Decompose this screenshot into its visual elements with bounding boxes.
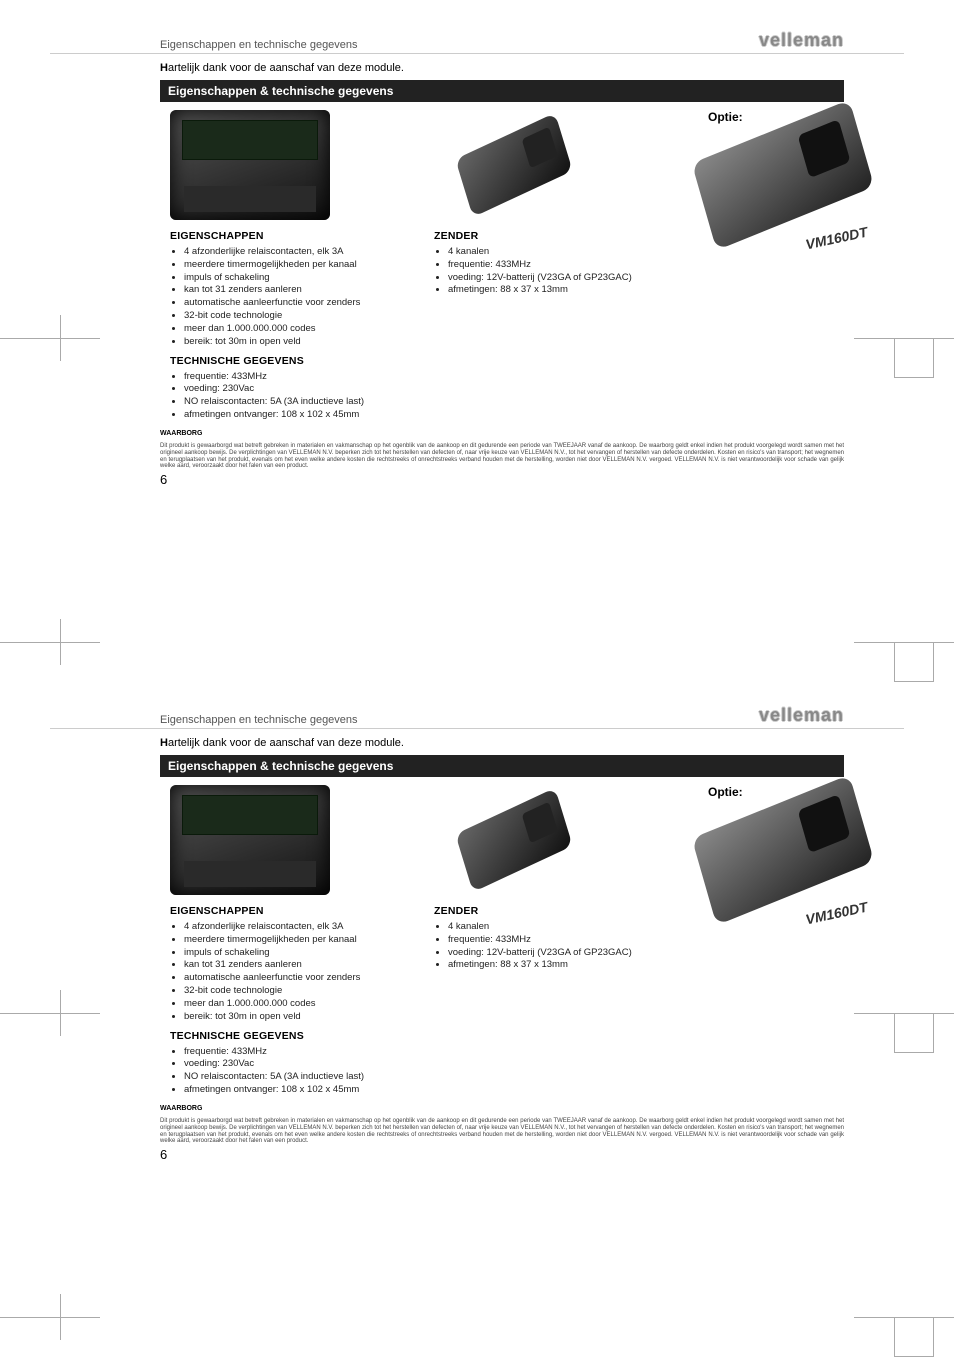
transmitter-image [434,785,594,895]
crop-mark-left [0,315,100,361]
spec-item: afmetingen: 88 x 37 x 13mm [448,284,654,297]
page-header: Eigenschappen en technische gegevens vel… [50,30,904,54]
section-title-bar: Eigenschappen & technische gegevens [160,80,844,102]
spec-item: automatische aanleerfunctie voor zenders [184,297,410,310]
receiver-image [170,110,330,220]
page: Eigenschappen en technische gegevens vel… [0,675,954,1350]
crop-mark-bottom-left [0,1294,100,1340]
spec-item: impuls of schakeling [184,272,410,285]
spec-item: voeding: 12V-batterij (V23GA of GP23GAC) [448,947,654,960]
transmitter-heading: ZENDER [434,905,654,917]
spec-item: afmetingen ontvanger: 108 x 102 x 45mm [184,1084,410,1097]
receiver-tech-heading: TECHNISCHE GEGEVENS [170,355,410,367]
option-label: Optie: [708,110,743,124]
receiver-tech-list: frequentie: 433MHz voeding: 230Vac NO re… [170,371,410,422]
column-option: Optie: VM160DT [678,110,844,428]
receiver-tech-list: frequentie: 433MHz voeding: 230Vac NO re… [170,1046,410,1097]
spec-item: 4 kanalen [448,246,654,259]
spec-item: meerdere timermogelijkheden per kanaal [184,934,410,947]
column-option: Optie: VM160DT [678,785,844,1103]
receiver-tech-heading: TECHNISCHE GEGEVENS [170,1030,410,1042]
brand-logo: velleman [759,30,844,51]
spec-item: meer dan 1.000.000.000 codes [184,998,410,1011]
page-header: Eigenschappen en technische gegevens vel… [50,705,904,729]
transmitter-image [434,110,594,220]
spec-item: 32-bit code technologie [184,310,410,323]
header-title: Eigenschappen en technische gegevens [160,39,358,51]
intro-text: Hartelijk dank voor de aanschaf van deze… [160,737,904,749]
option-image: VM160DT [698,130,878,260]
crop-mark-bottom-right [854,1294,954,1340]
content-row: EIGENSCHAPPEN 4 afzonderlijke relaiscont… [50,110,904,428]
spec-item: voeding: 230Vac [184,383,410,396]
intro-rest: artelijk dank voor de aanschaf van deze … [168,62,404,74]
spec-item: kan tot 31 zenders aanleren [184,959,410,972]
header-title: Eigenschappen en technische gegevens [160,714,358,726]
spec-item: NO relaiscontacten: 5A (3A inductieve la… [184,1071,410,1084]
warranty-text: Dit produkt is gewaarborgd wat betreft g… [50,437,904,473]
receiver-features-list: 4 afzonderlijke relaiscontacten, elk 3A … [170,921,410,1024]
receiver-features-heading: EIGENSCHAPPEN [170,230,410,242]
crop-mark-right [854,990,954,1036]
column-receiver: EIGENSCHAPPEN 4 afzonderlijke relaiscont… [170,110,410,428]
spec-item: frequentie: 433MHz [184,371,410,384]
spec-item: meer dan 1.000.000.000 codes [184,323,410,336]
warranty-heading: WAARBORG [50,428,904,437]
warranty-heading: WAARBORG [50,1103,904,1112]
spec-item: automatische aanleerfunctie voor zenders [184,972,410,985]
crop-mark-left [0,990,100,1036]
spec-item: meerdere timermogelijkheden per kanaal [184,259,410,272]
brand-logo: velleman [759,705,844,726]
warranty-text: Dit produkt is gewaarborgd wat betreft g… [50,1112,904,1148]
crop-mark-bottom-right [854,619,954,665]
option-label: Optie: [708,785,743,799]
spec-item: bereik: tot 30m in open veld [184,336,410,349]
transmitter-list: 4 kanalen frequentie: 433MHz voeding: 12… [434,246,654,297]
spec-item: frequentie: 433MHz [448,934,654,947]
transmitter-list: 4 kanalen frequentie: 433MHz voeding: 12… [434,921,654,972]
spec-item: frequentie: 433MHz [184,1046,410,1059]
spec-item: NO relaiscontacten: 5A (3A inductieve la… [184,396,410,409]
spec-item: kan tot 31 zenders aanleren [184,284,410,297]
spec-item: afmetingen ontvanger: 108 x 102 x 45mm [184,409,410,422]
intro-rest: artelijk dank voor de aanschaf van deze … [168,737,404,749]
page-number: 6 [50,1147,904,1162]
section-title-bar: Eigenschappen & technische gegevens [160,755,844,777]
column-receiver: EIGENSCHAPPEN 4 afzonderlijke relaiscont… [170,785,410,1103]
intro-leading: H [160,62,168,74]
spec-item: afmetingen: 88 x 37 x 13mm [448,959,654,972]
intro-leading: H [160,737,168,749]
spec-item: 4 afzonderlijke relaiscontacten, elk 3A [184,921,410,934]
spec-item: voeding: 230Vac [184,1058,410,1071]
spec-item: 4 afzonderlijke relaiscontacten, elk 3A [184,246,410,259]
receiver-features-heading: EIGENSCHAPPEN [170,905,410,917]
crop-mark-bottom-left [0,619,100,665]
spec-item: bereik: tot 30m in open veld [184,1011,410,1024]
crop-mark-right [854,315,954,361]
spec-item: voeding: 12V-batterij (V23GA of GP23GAC) [448,272,654,285]
option-model-label: VM160DT [804,899,869,928]
page: Eigenschappen en technische gegevens vel… [0,0,954,675]
spec-item: 4 kanalen [448,921,654,934]
receiver-features-list: 4 afzonderlijke relaiscontacten, elk 3A … [170,246,410,349]
option-image: VM160DT [698,805,878,935]
option-model-label: VM160DT [804,224,869,253]
spec-item: impuls of schakeling [184,947,410,960]
spec-item: frequentie: 433MHz [448,259,654,272]
receiver-image [170,785,330,895]
spec-item: 32-bit code technologie [184,985,410,998]
transmitter-heading: ZENDER [434,230,654,242]
page-number: 6 [50,472,904,487]
column-transmitter: ZENDER 4 kanalen frequentie: 433MHz voed… [434,110,654,428]
column-transmitter: ZENDER 4 kanalen frequentie: 433MHz voed… [434,785,654,1103]
content-row: EIGENSCHAPPEN 4 afzonderlijke relaiscont… [50,785,904,1103]
intro-text: Hartelijk dank voor de aanschaf van deze… [160,62,904,74]
